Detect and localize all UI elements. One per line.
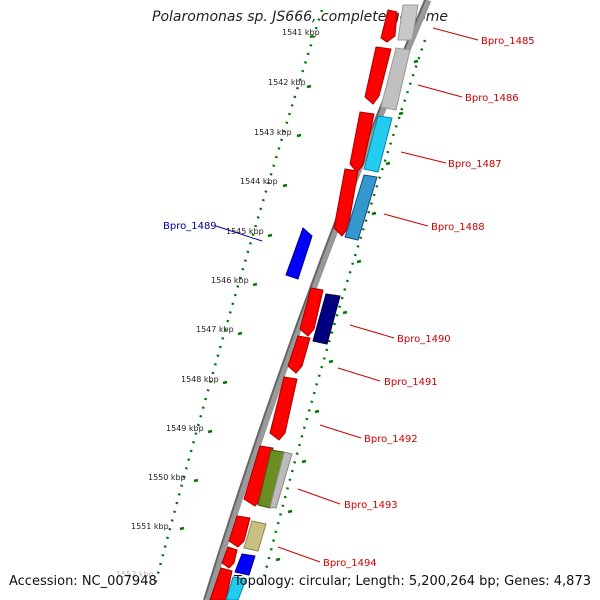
kbp-tick xyxy=(309,34,314,39)
feature-gray xyxy=(397,4,419,41)
inner-ticks xyxy=(275,59,419,562)
gene-label: Bpro_1486 xyxy=(465,93,519,104)
feature-cyan xyxy=(225,576,247,600)
gene-label: Bpro_1489 xyxy=(163,221,217,232)
feature-gray xyxy=(269,451,293,509)
kbp-label: 1549 kbp xyxy=(166,424,204,433)
leader-line-reverse xyxy=(215,225,263,242)
cds-forward xyxy=(243,445,274,507)
cds-forward xyxy=(364,46,392,105)
cds-forward xyxy=(287,335,311,374)
cds-forward xyxy=(299,287,324,337)
feature-blue xyxy=(234,553,256,576)
kbp-label: 1541 kbp xyxy=(282,28,320,37)
kbp-label: 1552 kbp xyxy=(116,570,154,579)
kbp-label: 1542 kbp xyxy=(268,78,306,87)
kbp-label: 1551 kbp xyxy=(131,522,169,531)
feature-track xyxy=(225,4,419,600)
kbp-tick xyxy=(296,133,302,138)
gene-label: Bpro_1485 xyxy=(481,36,535,47)
forward-cds-track xyxy=(209,9,398,600)
kbp-label: 1544 kbp xyxy=(240,177,278,186)
feature-cyan xyxy=(363,115,393,173)
inner-tick-ring xyxy=(260,39,427,586)
cds-forward xyxy=(269,376,298,441)
cds-forward xyxy=(349,111,375,173)
kbp-label: 1546 kbp xyxy=(211,276,249,285)
kbp-label: 1547 kbp xyxy=(196,325,234,334)
cds-forward xyxy=(228,515,251,548)
kbp-label: 1550 kbp xyxy=(148,473,186,482)
cds-forward xyxy=(209,567,233,600)
gene-label: Bpro_1488 xyxy=(431,222,485,233)
gene-label: Bpro_1492 xyxy=(364,434,418,445)
kbp-label: 1545 kbp xyxy=(226,227,264,236)
gene-label: Bpro_1494 xyxy=(323,558,377,569)
kbp-tick xyxy=(282,183,288,188)
gene-label: Bpro_1490 xyxy=(397,334,451,345)
kbp-label: 1548 kbp xyxy=(181,375,219,384)
cds-forward xyxy=(333,168,359,237)
feature-khaki xyxy=(243,520,267,552)
feature-navy xyxy=(312,293,341,345)
kbp-tick xyxy=(237,331,243,336)
gene-label: Bpro_1493 xyxy=(344,500,398,511)
cds-forward xyxy=(380,9,398,43)
kbp-tick xyxy=(267,233,273,238)
kbp-tick xyxy=(179,526,185,531)
topology-text: Topology: circular; Length: 5,200,264 bp… xyxy=(233,574,591,589)
kbp-tick xyxy=(193,478,199,483)
kbp-tick xyxy=(252,282,258,287)
cds-forward xyxy=(221,546,238,569)
kbp-tick xyxy=(207,429,213,434)
feature-olive xyxy=(257,449,285,509)
kbp-tick xyxy=(222,380,228,385)
feature-slate xyxy=(344,174,378,241)
kbp-label: 1543 kbp xyxy=(254,128,292,137)
map-title: Polaromonas sp. JS666, complete genome xyxy=(152,9,448,25)
gene-label: Bpro_1487 xyxy=(448,159,502,170)
accession-text: Accession: NC_007948 xyxy=(9,574,157,589)
feature-gray xyxy=(380,47,411,111)
cds-reverse xyxy=(285,227,313,280)
kbp-tick xyxy=(306,84,312,89)
kbp-ticks xyxy=(179,34,314,531)
leader-lines xyxy=(277,27,479,563)
gene-label: Bpro_1491 xyxy=(384,377,438,388)
